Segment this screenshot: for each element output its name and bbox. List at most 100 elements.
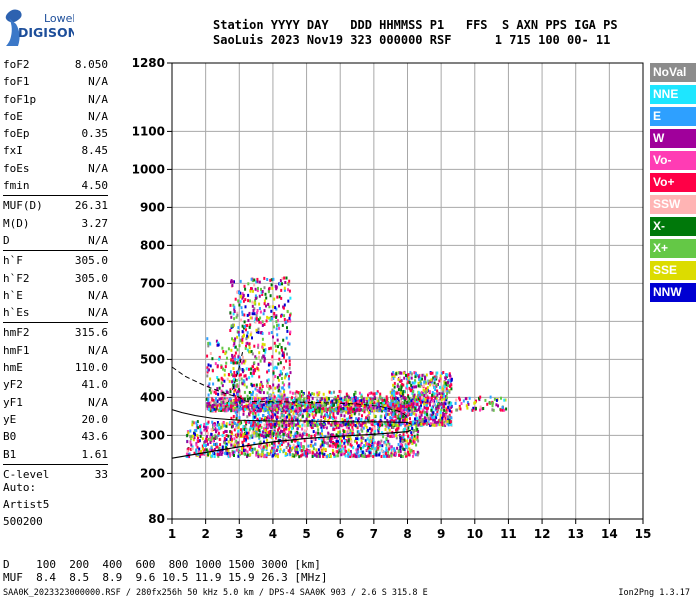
echo-point	[404, 417, 407, 421]
echo-point	[334, 397, 337, 401]
echo-point	[347, 411, 350, 415]
echo-point	[226, 391, 229, 394]
echo-point	[420, 399, 423, 403]
echo-point	[450, 383, 453, 387]
echo-point	[266, 404, 268, 408]
echo-point	[402, 403, 405, 407]
echo-point	[442, 387, 445, 391]
echo-point	[336, 445, 339, 449]
echo-point	[401, 437, 404, 441]
echo-point	[205, 448, 208, 452]
echo-point	[283, 318, 286, 321]
echo-point	[278, 426, 281, 430]
echo-point	[221, 393, 224, 397]
echo-point	[251, 431, 254, 435]
echo-point	[265, 304, 267, 308]
echo-point	[213, 403, 216, 406]
param-name: foEp	[3, 127, 30, 141]
echo-point	[239, 294, 242, 298]
echo-point	[218, 402, 221, 406]
echo-point	[213, 407, 216, 411]
echo-point	[262, 403, 265, 407]
echo-point	[386, 397, 389, 401]
echo-point	[415, 403, 418, 407]
echo-point	[270, 401, 273, 405]
echo-point	[254, 422, 257, 425]
echo-point	[401, 392, 404, 396]
echo-point	[250, 393, 253, 397]
echo-point	[197, 453, 200, 456]
echo-point	[393, 409, 396, 413]
echo-point	[344, 398, 347, 402]
echo-point	[274, 405, 277, 409]
echo-point	[403, 409, 406, 413]
echo-point	[194, 433, 196, 437]
echo-point	[380, 431, 383, 435]
echo-point	[186, 449, 189, 453]
echo-point	[285, 409, 288, 412]
echo-point	[220, 381, 223, 385]
echo-point	[300, 442, 303, 445]
echo-point	[402, 447, 405, 451]
echo-point	[260, 388, 263, 392]
echo-point	[341, 398, 344, 402]
echo-point	[253, 420, 256, 424]
echo-point	[401, 402, 404, 406]
echo-point	[401, 401, 404, 405]
echo-point	[243, 320, 246, 324]
echo-point	[258, 302, 261, 306]
echo-point	[265, 435, 268, 439]
echo-point	[423, 403, 426, 407]
echo-point	[307, 400, 310, 404]
echo-point	[352, 409, 355, 413]
echo-point	[359, 402, 362, 406]
echo-point	[427, 396, 429, 400]
echo-point	[319, 406, 321, 410]
echo-point	[276, 408, 278, 412]
echo-point	[336, 421, 338, 425]
echo-point	[350, 406, 353, 410]
x-tick-label: 13	[567, 527, 584, 541]
echo-point	[279, 431, 282, 435]
echo-point	[448, 372, 451, 376]
echo-point	[366, 437, 369, 441]
echo-point	[246, 407, 249, 411]
echo-point	[266, 451, 269, 455]
echo-point	[402, 433, 405, 437]
echo-point	[286, 372, 289, 376]
echo-point	[401, 412, 404, 416]
echo-point	[365, 443, 368, 447]
echo-point	[294, 415, 297, 419]
echo-point	[213, 409, 216, 413]
echo-point	[307, 449, 310, 453]
echo-point	[254, 406, 256, 410]
echo-point	[213, 448, 216, 451]
echo-point	[241, 442, 244, 446]
echo-point	[423, 382, 426, 386]
echo-point	[399, 407, 402, 411]
echo-point	[286, 329, 289, 333]
echo-point	[395, 404, 398, 407]
echo-point	[417, 423, 420, 427]
echo-point	[291, 420, 294, 423]
echo-point	[317, 418, 320, 422]
echo-point	[390, 422, 392, 426]
echo-point	[310, 406, 312, 410]
echo-point	[277, 405, 280, 408]
echo-point	[251, 365, 254, 369]
echo-point	[276, 399, 279, 403]
echo-point	[364, 418, 367, 422]
echo-point	[369, 406, 372, 410]
echo-point	[311, 426, 314, 429]
echo-point	[475, 407, 477, 411]
param-name: B0	[3, 430, 17, 444]
echo-point	[316, 406, 319, 410]
echo-point	[299, 454, 302, 458]
echo-point	[385, 437, 388, 441]
echo-point	[337, 430, 340, 434]
echo-point	[265, 422, 268, 426]
echo-point	[402, 436, 405, 439]
echo-point	[266, 401, 269, 405]
echo-point	[264, 408, 267, 412]
echo-point	[397, 378, 400, 381]
